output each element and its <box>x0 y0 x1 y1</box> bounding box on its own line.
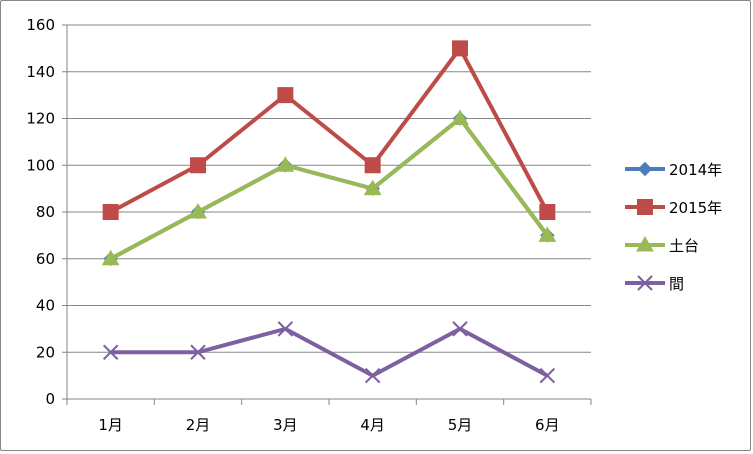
series-2 <box>101 109 557 266</box>
y-tick-label: 120 <box>26 110 55 128</box>
data-point <box>102 204 119 220</box>
legend-swatch-marker <box>637 161 653 177</box>
data-point <box>538 226 557 242</box>
data-point <box>539 367 556 384</box>
legend-entry: 間 <box>625 275 684 293</box>
legend-swatch-marker <box>637 199 653 215</box>
series-1 <box>102 40 556 220</box>
y-tick-label: 20 <box>36 343 55 361</box>
x-tick-label: 3月 <box>273 416 298 434</box>
x-tick-label: 2月 <box>186 416 211 434</box>
data-point <box>190 344 206 360</box>
series-group <box>101 40 557 384</box>
data-point <box>189 202 207 219</box>
data-point <box>364 157 381 174</box>
series-line <box>110 326 549 378</box>
legend-label: 2014年 <box>669 161 722 179</box>
legend-entry: 土台 <box>625 235 699 255</box>
data-point <box>101 249 120 266</box>
data-point <box>539 204 556 220</box>
y-tick-label: 100 <box>26 156 55 174</box>
series-line <box>109 46 550 214</box>
y-tick-label: 60 <box>36 250 55 268</box>
data-point <box>451 109 469 125</box>
data-point <box>364 367 381 384</box>
y-axis-ticks: 0 20 40 60 80 100 120 140 160 <box>26 16 55 408</box>
x-tick-label: 1月 <box>98 416 123 434</box>
legend-swatch-marker <box>637 275 653 291</box>
data-point <box>363 179 382 196</box>
x-tick-label: 6月 <box>535 416 560 434</box>
data-point <box>452 40 468 57</box>
legend-label: 土台 <box>669 237 699 255</box>
gridlines <box>62 24 591 400</box>
x-axis-ticks: 1月 2月 3月 4月 5月 6月 <box>66 399 592 434</box>
legend-label: 2015年 <box>669 199 722 217</box>
data-point <box>276 156 295 172</box>
axes <box>66 25 591 404</box>
series-0 <box>103 111 555 266</box>
legend-entry: 2014年 <box>625 161 722 179</box>
series-3 <box>102 321 556 384</box>
legend-swatch-marker <box>636 235 654 252</box>
series-line <box>109 116 549 261</box>
y-tick-label: 160 <box>26 16 55 34</box>
data-point <box>102 344 119 360</box>
x-tick-label: 4月 <box>360 416 385 434</box>
series-line <box>109 116 549 261</box>
x-tick-label: 5月 <box>448 416 473 434</box>
y-tick-label: 140 <box>26 63 55 81</box>
data-point <box>277 321 294 337</box>
legend-entry: 2015年 <box>625 199 722 217</box>
y-tick-label: 40 <box>36 297 55 315</box>
data-point <box>277 87 294 104</box>
data-point <box>452 321 468 337</box>
y-tick-label: 0 <box>45 390 55 408</box>
legend-label: 間 <box>669 275 684 293</box>
data-point <box>190 157 206 174</box>
y-tick-label: 80 <box>36 203 55 221</box>
